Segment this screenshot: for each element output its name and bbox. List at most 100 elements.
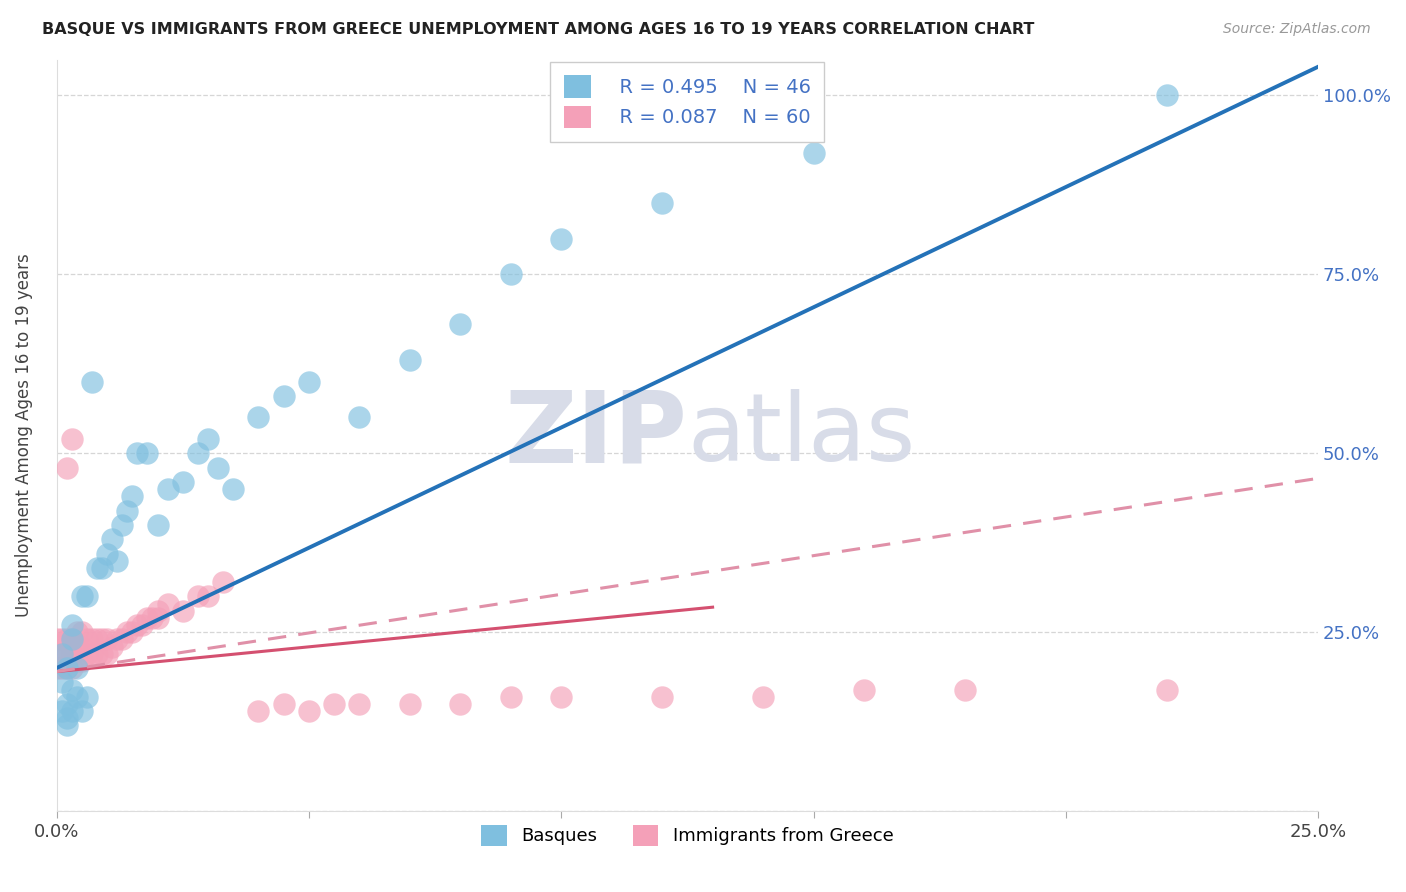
Point	[55, 661, 77, 675]
Point	[51, 704, 73, 718]
Point	[60, 704, 83, 718]
Point	[86, 647, 108, 661]
Point	[55, 460, 77, 475]
Point	[156, 597, 179, 611]
Point	[45, 632, 67, 647]
Point	[349, 697, 371, 711]
Point	[66, 625, 89, 640]
Point	[803, 145, 825, 160]
Point	[55, 661, 77, 675]
Point	[55, 697, 77, 711]
Point	[127, 446, 149, 460]
Text: Source: ZipAtlas.com: Source: ZipAtlas.com	[1223, 22, 1371, 37]
Point	[60, 432, 83, 446]
Point	[60, 682, 83, 697]
Point	[80, 647, 103, 661]
Point	[96, 632, 118, 647]
Point	[752, 690, 775, 704]
Point	[197, 590, 219, 604]
Point	[60, 647, 83, 661]
Point	[91, 647, 114, 661]
Point	[212, 575, 235, 590]
Point	[298, 375, 321, 389]
Point	[55, 711, 77, 725]
Point	[121, 489, 143, 503]
Point	[651, 195, 673, 210]
Point	[349, 410, 371, 425]
Point	[66, 640, 89, 654]
Point	[51, 675, 73, 690]
Point	[111, 517, 134, 532]
Point	[273, 697, 295, 711]
Point	[60, 661, 83, 675]
Point	[247, 410, 270, 425]
Point	[131, 618, 153, 632]
Point	[853, 682, 876, 697]
Point	[76, 590, 98, 604]
Point	[51, 647, 73, 661]
Point	[136, 446, 159, 460]
Point	[70, 640, 93, 654]
Point	[550, 690, 572, 704]
Point	[1156, 88, 1178, 103]
Point	[499, 268, 522, 282]
Point	[449, 318, 471, 332]
Point	[96, 547, 118, 561]
Point	[101, 640, 124, 654]
Point	[70, 625, 93, 640]
Point	[207, 460, 229, 475]
Point	[45, 661, 67, 675]
Point	[80, 632, 103, 647]
Point	[60, 632, 83, 647]
Point	[86, 632, 108, 647]
Point	[127, 618, 149, 632]
Point	[247, 704, 270, 718]
Point	[91, 561, 114, 575]
Point	[70, 704, 93, 718]
Point	[66, 661, 89, 675]
Point	[449, 697, 471, 711]
Point	[298, 704, 321, 718]
Text: ZIP: ZIP	[505, 387, 688, 483]
Y-axis label: Unemployment Among Ages 16 to 19 years: Unemployment Among Ages 16 to 19 years	[15, 253, 32, 617]
Point	[187, 446, 209, 460]
Point	[651, 690, 673, 704]
Point	[172, 475, 194, 489]
Point	[121, 625, 143, 640]
Point	[398, 353, 420, 368]
Point	[323, 697, 346, 711]
Point	[187, 590, 209, 604]
Point	[86, 561, 108, 575]
Point	[70, 590, 93, 604]
Point	[953, 682, 976, 697]
Point	[60, 632, 83, 647]
Point	[136, 611, 159, 625]
Point	[51, 661, 73, 675]
Point	[141, 611, 163, 625]
Point	[76, 647, 98, 661]
Point	[172, 604, 194, 618]
Point	[91, 632, 114, 647]
Point	[60, 618, 83, 632]
Point	[66, 690, 89, 704]
Point	[156, 482, 179, 496]
Point	[80, 375, 103, 389]
Point	[96, 647, 118, 661]
Point	[117, 503, 139, 517]
Point	[273, 389, 295, 403]
Point	[105, 632, 128, 647]
Point	[146, 604, 169, 618]
Text: atlas: atlas	[688, 390, 915, 482]
Point	[197, 432, 219, 446]
Point	[45, 647, 67, 661]
Point	[76, 632, 98, 647]
Point	[70, 654, 93, 668]
Point	[146, 517, 169, 532]
Point	[76, 690, 98, 704]
Point	[222, 482, 245, 496]
Point	[499, 690, 522, 704]
Point	[105, 554, 128, 568]
Legend: Basques, Immigrants from Greece: Basques, Immigrants from Greece	[472, 816, 903, 855]
Point	[55, 647, 77, 661]
Text: BASQUE VS IMMIGRANTS FROM GREECE UNEMPLOYMENT AMONG AGES 16 TO 19 YEARS CORRELAT: BASQUE VS IMMIGRANTS FROM GREECE UNEMPLO…	[42, 22, 1035, 37]
